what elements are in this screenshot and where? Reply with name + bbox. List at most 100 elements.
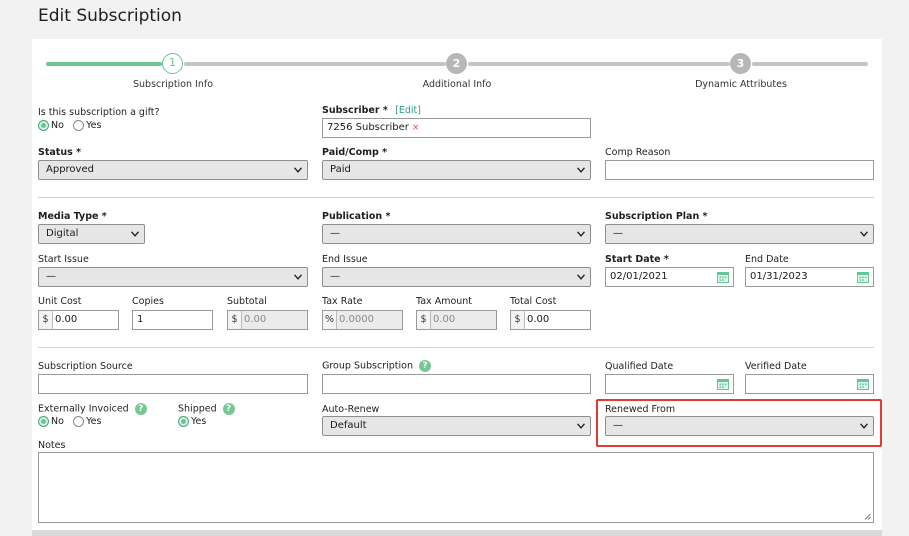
end-date-value: 01/31/2023	[750, 271, 808, 282]
subtotal-label: Subtotal	[227, 296, 267, 307]
unit-cost-input[interactable]: $0.00	[38, 310, 119, 330]
subscriber-field[interactable]: 7256 Subscriber ×	[322, 118, 591, 138]
help-icon[interactable]: ?	[419, 360, 432, 372]
start-issue-select[interactable]: —	[38, 267, 308, 287]
paid-comp-select[interactable]: Paid	[322, 160, 591, 180]
subtotal-prefix: $	[228, 311, 242, 329]
qualified-date-input[interactable]	[605, 374, 734, 394]
gift-radio-group: No Yes	[38, 120, 107, 132]
subscription-plan-select[interactable]: —	[605, 224, 874, 244]
qualified-date-label: Qualified Date	[605, 361, 674, 372]
unit-cost-label: Unit Cost	[38, 296, 82, 307]
group-subscription-label: Group Subscription ?	[322, 360, 432, 372]
gift-yes-radio[interactable]	[73, 120, 85, 131]
gift-label: Is this subscription a gift?	[38, 107, 160, 118]
tax-amount-value: 0.00	[433, 314, 456, 325]
notes-label: Notes	[38, 440, 66, 451]
calendar-icon[interactable]	[857, 378, 869, 390]
calendar-icon[interactable]	[857, 271, 869, 283]
paid-comp-label: Paid/Comp *	[322, 147, 388, 158]
calendar-icon[interactable]	[717, 378, 729, 390]
end-issue-value: —	[330, 271, 340, 282]
copies-input[interactable]: 1	[132, 310, 213, 330]
externally-invoiced-radio-group: No Yes	[38, 416, 107, 428]
publication-value: —	[330, 228, 340, 239]
renewed-from-value: —	[613, 420, 623, 431]
tax-rate-prefix: %	[323, 311, 337, 329]
subscriber-edit-link[interactable]: [Edit]	[395, 105, 421, 116]
renewed-from-highlight	[596, 399, 882, 447]
shipped-radio-group: Yes	[178, 416, 212, 428]
subscriber-tag: 7256 Subscriber	[327, 122, 409, 133]
step-2-label[interactable]: Additional Info	[422, 79, 492, 90]
page-title: Edit Subscription	[38, 6, 182, 26]
step-2-circle[interactable]: 2	[446, 53, 467, 74]
calendar-icon[interactable]	[717, 271, 729, 283]
group-subscription-label-text: Group Subscription	[322, 360, 413, 372]
help-icon[interactable]: ?	[222, 403, 235, 415]
total-cost-value: 0.00	[527, 314, 550, 325]
tax-amount-prefix: $	[417, 311, 431, 329]
subscription-source-label: Subscription Source	[38, 361, 133, 372]
status-label: Status *	[38, 147, 82, 158]
step-3-label[interactable]: Dynamic Attributes	[695, 79, 787, 90]
total-cost-label: Total Cost	[510, 296, 557, 307]
externally-invoiced-label: Externally Invoiced ?	[38, 403, 147, 415]
renewed-from-label: Renewed From	[605, 404, 676, 415]
gift-no-radio[interactable]	[38, 120, 49, 131]
externally-invoiced-yes-label: Yes	[86, 416, 102, 427]
gift-no-label: No	[51, 120, 64, 131]
unit-cost-value: 0.00	[55, 314, 78, 325]
externally-invoiced-no-radio[interactable]	[38, 416, 49, 427]
stepper-line-1	[184, 62, 446, 66]
step-3-circle[interactable]: 3	[730, 53, 751, 74]
shipped-label: Shipped ?	[178, 403, 235, 415]
status-value: Approved	[46, 164, 94, 175]
notes-textarea[interactable]	[38, 452, 874, 523]
auto-renew-label: Auto-Renew	[322, 404, 380, 415]
start-date-value: 02/01/2021	[610, 271, 668, 282]
subscriber-label-text: Subscriber *	[322, 105, 388, 116]
publication-label: Publication *	[322, 211, 391, 222]
comp-reason-input[interactable]	[605, 160, 874, 180]
subtotal-input: $0.00	[227, 310, 308, 330]
externally-invoiced-yes-radio[interactable]	[73, 416, 85, 427]
shipped-yes-radio[interactable]	[178, 416, 189, 427]
auto-renew-select[interactable]: Default	[322, 416, 591, 436]
step-1-circle[interactable]: 1	[162, 53, 183, 74]
publication-select[interactable]: —	[322, 224, 591, 244]
card-bottom-bar	[32, 530, 882, 536]
subscriber-label: Subscriber * [Edit]	[322, 105, 421, 116]
media-type-label: Media Type *	[38, 211, 107, 222]
media-type-value: Digital	[46, 228, 79, 239]
media-type-select[interactable]: Digital	[38, 224, 145, 244]
shipped-label-text: Shipped	[178, 403, 217, 415]
verified-date-input[interactable]	[745, 374, 874, 394]
unit-cost-prefix: $	[39, 311, 53, 329]
renewed-from-select[interactable]: —	[605, 416, 874, 436]
step-1-label[interactable]: Subscription Info	[132, 79, 214, 90]
chevron-down-icon	[577, 423, 585, 429]
end-issue-select[interactable]: —	[322, 267, 591, 287]
chevron-down-icon	[577, 274, 585, 280]
chevron-down-icon	[294, 274, 302, 280]
subscriber-remove-icon[interactable]: ×	[411, 123, 420, 133]
start-date-input[interactable]: 02/01/2021	[605, 267, 734, 287]
auto-renew-value: Default	[330, 420, 367, 431]
subtotal-value: 0.00	[244, 314, 267, 325]
copies-label: Copies	[132, 296, 164, 307]
start-issue-value: —	[46, 271, 56, 282]
help-icon[interactable]: ?	[134, 403, 147, 415]
stepper-progress-line	[46, 62, 162, 66]
end-issue-label: End Issue	[322, 254, 368, 265]
gift-yes-label: Yes	[86, 120, 102, 131]
total-cost-input[interactable]: $0.00	[510, 310, 591, 330]
subscription-source-input[interactable]	[38, 374, 308, 394]
resize-handle-icon[interactable]	[864, 513, 871, 520]
total-cost-prefix: $	[511, 311, 525, 329]
externally-invoiced-no-label: No	[51, 416, 64, 427]
status-select[interactable]: Approved	[38, 160, 308, 180]
section-divider-1	[38, 197, 874, 198]
group-subscription-input[interactable]	[322, 374, 591, 394]
end-date-input[interactable]: 01/31/2023	[745, 267, 874, 287]
